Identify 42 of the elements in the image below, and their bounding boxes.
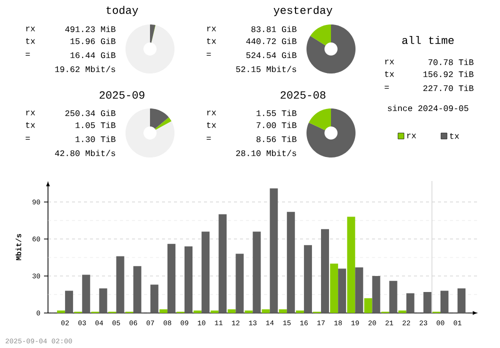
text: 1.05 TiB [76, 122, 116, 128]
text: tx [26, 122, 36, 128]
chart-title: 2025-08 [280, 91, 326, 99]
text: 1.55 TiB [256, 110, 296, 116]
text: 491.23 MiB [65, 26, 116, 32]
chart-title: 2025-09 [100, 91, 144, 99]
text: 42.80 Mbit/s [55, 150, 116, 156]
text: rx [207, 26, 216, 32]
text: 156.92 TiB [423, 70, 474, 78]
text: tx [26, 38, 36, 44]
text: rx [26, 26, 36, 32]
text: rx [385, 60, 394, 64]
text: 15.96 GiB [70, 38, 116, 44]
text: 19.62 Mbit/s [55, 66, 116, 72]
text: = [26, 52, 30, 56]
text: 7.00 TiB [256, 122, 296, 128]
chart-title: today [106, 6, 138, 16]
text: rx [26, 110, 36, 116]
legend-label: rx [407, 134, 416, 138]
text: 440.72 GiB [246, 38, 296, 44]
text: tx [206, 122, 216, 128]
text: 52.15 Mbit/s [236, 66, 296, 72]
text: 8.56 TiB [256, 136, 296, 142]
text: = [206, 52, 211, 56]
text: 16.44 GiB [70, 52, 116, 58]
legend-label: tx [450, 133, 460, 139]
text: = [206, 136, 211, 140]
text: tx [384, 71, 394, 77]
text: 524.54 GiB [246, 52, 296, 58]
text: all time [402, 36, 454, 44]
text: 28.10 Mbit/s [236, 150, 296, 156]
text: tx [206, 38, 216, 44]
text: 227.70 TiB [423, 84, 474, 92]
text: 83.81 GiB [251, 26, 296, 32]
chart-title: yesterday [274, 6, 332, 16]
text: = [26, 136, 30, 140]
text: 250.34 GiB [65, 110, 116, 116]
text: since 2024-09-05 [388, 104, 468, 112]
text: 1.30 TiB [76, 136, 116, 142]
text: 70.78 TiB [428, 58, 474, 66]
text: = [384, 86, 389, 89]
text: rx [207, 110, 216, 116]
